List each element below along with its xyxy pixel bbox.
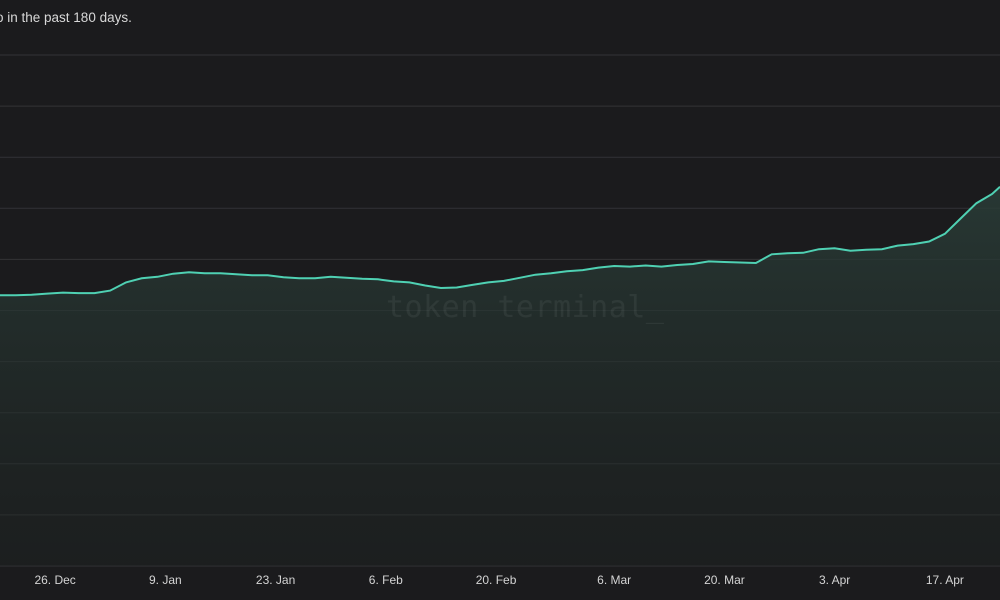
watermark-logo: token terminal_	[386, 290, 665, 325]
series-area	[0, 186, 1000, 567]
x-axis-ticks: 26. Dec 9. Jan 23. Jan 6. Feb 20. Feb 6. Mar 2…	[34, 573, 963, 587]
x-tick-label: 6. Mar	[597, 573, 631, 587]
x-tick-label: 3. Apr	[819, 573, 850, 587]
x-tick-label: 17. Apr	[926, 573, 964, 587]
x-tick-label: 6. Feb	[369, 573, 403, 587]
x-tick-label: 26. Dec	[34, 573, 75, 587]
chart-caption: o in the past 180 days.	[0, 10, 132, 25]
x-tick-label: 20. Feb	[476, 573, 517, 587]
series-line	[0, 186, 1000, 297]
x-tick-label: 20. Mar	[704, 573, 745, 587]
x-tick-label: 9. Jan	[149, 573, 182, 587]
x-tick-label: 23. Jan	[256, 573, 295, 587]
